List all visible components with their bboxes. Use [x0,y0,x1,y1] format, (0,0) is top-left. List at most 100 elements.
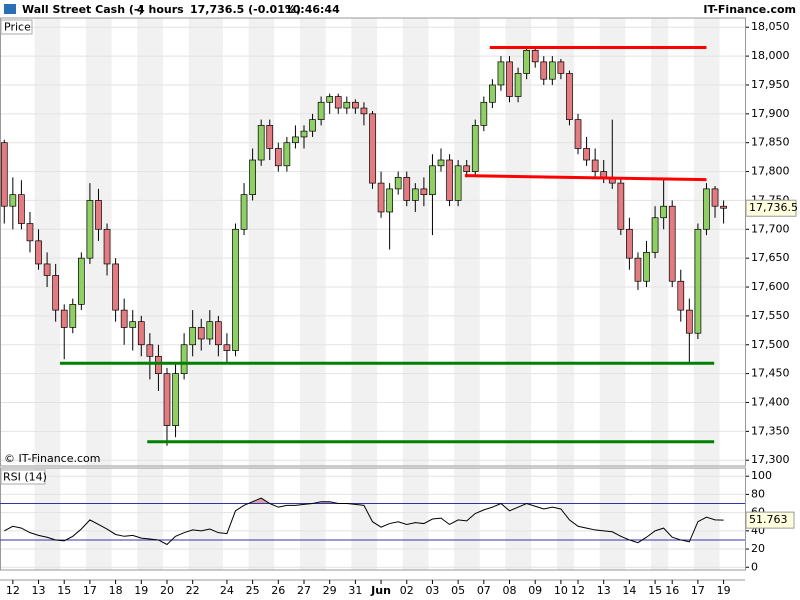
y-tick-label: 80 [751,487,765,500]
candle-body [52,275,60,311]
candle-body [506,61,513,97]
candle-body [403,176,411,201]
candle-body [352,101,359,109]
last-rsi-label: 51.763 [749,513,788,526]
candle-body [266,125,274,149]
candle-body [497,61,505,86]
candle-body [163,373,171,426]
x-tick-label: 17 [83,584,97,597]
y-tick-label: 18,050 [751,20,790,33]
candle-body [300,130,308,138]
x-tick-label: Jun [370,584,391,597]
y-tick-label: 17,850 [751,136,790,149]
candle-body [694,228,702,334]
candle-body [643,252,650,282]
candle-body [129,321,137,328]
candle-body [86,200,94,259]
candle-body [531,49,539,63]
y-tick-label: 17,400 [751,395,790,408]
candle-body [360,107,368,115]
day-stripe [299,18,326,466]
day-stripe [402,18,429,466]
x-tick-label: 25 [246,584,260,597]
candle-body [437,159,445,167]
x-tick-label: 02 [400,584,414,597]
x-tick-label: 20 [160,584,174,597]
panel-label-box [0,469,46,485]
candle-body [9,194,17,207]
candle-body [591,159,599,172]
day-stripe [248,18,275,466]
candle-body [540,61,548,80]
candle-body [334,96,342,109]
rsi-line [4,497,724,546]
y-tick-label: 17,800 [751,165,790,178]
brand: IT-Finance.com [703,3,796,16]
candle-body [420,188,428,196]
candle-body [583,148,590,161]
candle-body [634,257,642,282]
candle-body [454,165,462,201]
y-tick-label: 17,950 [751,78,790,91]
y-tick-label: 20 [751,542,765,555]
candle-body [137,321,145,346]
panel-label-box [0,19,33,35]
candle-body [411,188,419,201]
trend-line [464,174,707,182]
candle-body [155,355,162,374]
x-tick-label: 22 [186,584,200,597]
candle-body [471,125,479,172]
candle-body [677,280,685,311]
candle-body [566,73,573,120]
candle-body [69,304,77,328]
day-stripe [651,18,669,466]
candle-body [189,327,197,346]
x-tick-label: 24 [220,584,234,597]
x-tick-label: 15 [57,584,71,597]
candle-body [514,73,522,97]
candle-body [685,309,693,334]
day-stripe [137,18,163,466]
y-tick-label: 17,700 [751,222,790,235]
candle-body [626,228,633,259]
candle-body [660,205,667,219]
candle-body [35,240,42,265]
candle-body [78,257,85,305]
day-stripe [188,18,223,466]
day-stripe [351,18,378,466]
y-tick-label: 17,600 [751,280,790,293]
quote: 17,736.5 (-0.01%) [190,3,301,16]
x-tick-label: 05 [451,584,465,597]
candle-body [146,344,154,357]
candle-body [446,159,453,201]
candle-body [386,188,393,213]
candle-body [0,142,8,207]
candle-body [215,321,222,346]
candle-body [274,148,282,167]
candle-body [326,96,334,103]
candle-body [95,200,102,230]
candle-body [523,49,530,74]
day-stripe [402,468,429,570]
x-tick-label: 12 [6,584,20,597]
last-price-label: 17,736.5 [749,201,798,214]
day-stripe [188,468,223,570]
day-stripe [599,18,626,466]
day-stripe [505,468,532,570]
candle-body [257,125,265,161]
price-panel: 17,300 17,350 17,400 17,450 17,500 17,550 17,6… [0,17,798,467]
panel-border [0,17,746,467]
interval: 4 hours [137,3,184,16]
last-rsi-marker [745,511,795,529]
x-tick-label: 10 [554,584,568,597]
time: 10:46:44 [285,3,340,16]
x-tick-label: 08 [503,584,517,597]
day-stripe [351,468,378,570]
header: Wall Street Cash (-) 4 hours 17,736.5 (-… [4,3,796,16]
menu-icon[interactable] [4,4,16,14]
day-stripe [299,468,326,570]
candle-body [292,136,299,144]
y-tick-label: 17,550 [751,309,790,322]
y-tick-label: 17,300 [751,453,790,466]
